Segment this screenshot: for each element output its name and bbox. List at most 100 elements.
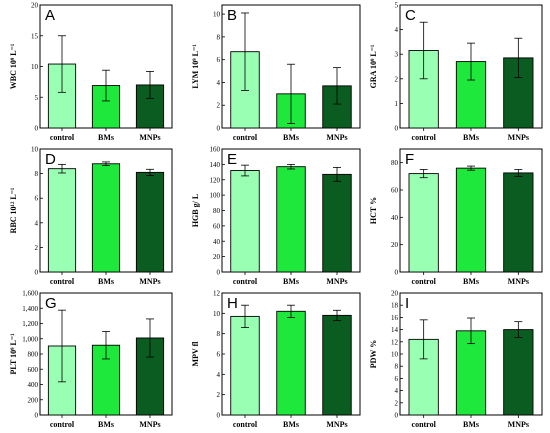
category-label: control [412,420,437,429]
category-label: control [233,277,258,286]
y-tick-label: 8 [217,330,221,338]
bar-BMs [91,163,121,273]
y-tick-label: 60 [391,187,399,195]
y-tick-label: 4 [217,79,221,87]
category-label: BMs [463,420,479,429]
category-label: MNPs [326,277,347,286]
y-axis-label: LYM 10⁹ L⁻¹ [191,44,200,89]
y-tick-label: 0 [35,269,39,277]
panel-label: H [227,295,238,312]
category-label: BMs [463,133,479,142]
y-tick-label: 2 [217,102,221,110]
panel-label: E [227,151,237,168]
y-tick-label: 400 [28,381,39,389]
y-tick-label: 8 [35,170,39,178]
y-tick-label: 6 [217,56,221,64]
category-label: BMs [283,277,299,286]
bar-BMs [455,167,487,273]
y-tick-label: 120 [210,176,221,184]
y-tick-label: 20 [391,241,399,249]
y-tick-label: 4 [395,387,399,395]
y-tick-label: 10 [391,351,399,359]
y-tick-label: 8 [217,33,221,41]
category-label: MNPs [508,420,529,429]
category-label: control [233,133,258,142]
y-axis-label: WBC 10⁹ L⁻¹ [9,43,18,89]
y-tick-label: 0 [395,412,399,420]
y-tick-label: 3 [395,51,399,59]
y-tick-label: 40 [213,238,221,246]
y-tick-label: 2 [395,399,399,407]
y-tick-label: 80 [213,207,221,215]
y-tick-label: 1,200 [22,320,38,328]
bar-MNPs [322,314,352,416]
y-tick-label: 6 [395,375,399,383]
y-tick-label: 12 [391,338,399,346]
y-tick-label: 4 [217,371,221,379]
y-tick-label: 2 [35,244,39,252]
y-axis-label: HGB g/ L [191,194,200,227]
y-tick-label: 12 [213,290,221,298]
category-label: BMs [283,420,299,429]
y-tick-label: 1 [395,100,399,108]
bar-BMs [455,330,487,416]
panel-label: G [45,295,57,312]
bar-MNPs [322,173,352,273]
panel-G: 0 200 400 600 800 1,000 1,200 1,400 1,600 PLT 10⁹… [9,290,173,429]
y-tick-label: 40 [391,214,399,222]
y-axis-label: RBC 10¹² L⁻¹ [9,187,18,233]
y-tick-label: 6 [35,195,39,203]
y-tick-label: 80 [391,159,399,167]
bar-control [408,173,439,273]
category-label: control [50,277,75,286]
y-tick-label: 0 [395,269,399,277]
panel-label: D [45,151,56,168]
category-label: MNPs [139,420,160,429]
y-tick-label: 20 [31,2,39,10]
panel-label: I [405,295,409,312]
y-tick-label: 800 [28,351,39,359]
y-tick-label: 5 [395,2,399,10]
panel-label: B [227,7,237,24]
y-tick-label: 0 [217,412,221,420]
y-axis-label: PLT 10⁹ L⁻¹ [9,333,18,375]
category-label: BMs [98,277,114,286]
y-tick-label: 1,400 [22,305,38,313]
y-tick-label: 10 [31,63,39,71]
y-tick-label: 16 [391,314,399,322]
category-label: control [412,277,437,286]
bar-BMs [276,310,306,416]
y-tick-label: 0 [35,412,39,420]
bar-MNPs [503,329,534,416]
bar-control [47,168,77,273]
y-tick-label: 0 [217,269,221,277]
y-tick-label: 0 [217,125,221,133]
panel-label: F [405,151,414,168]
y-axis-label: HCT % [369,197,378,224]
y-tick-label: 200 [28,396,39,404]
y-tick-label: 10 [213,11,221,19]
y-tick-label: 5 [35,94,39,102]
bar-MNPs [503,172,534,273]
y-tick-label: 20 [213,253,221,261]
category-label: BMs [98,133,114,142]
y-tick-label: 6 [217,351,221,359]
category-label: BMs [98,420,114,429]
y-tick-label: 60 [213,222,221,230]
category-label: control [233,420,258,429]
y-tick-label: 1,600 [22,290,38,298]
y-tick-label: 20 [391,290,399,298]
y-tick-label: 2 [395,75,399,83]
category-label: control [412,133,437,142]
y-tick-label: 0 [35,125,39,133]
bar-MNPs [135,171,165,273]
y-tick-label: 18 [391,302,399,310]
bar-control [230,315,260,416]
